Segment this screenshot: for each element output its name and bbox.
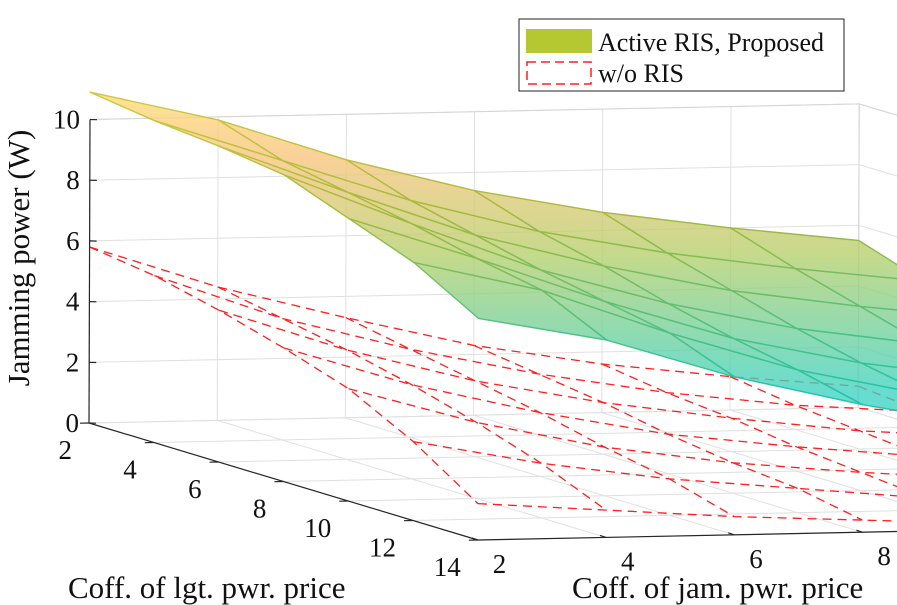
x-tick-label: 14 (434, 552, 462, 582)
wo-ris-mesh (89, 246, 897, 522)
wo-ris-mesh-line (348, 388, 897, 475)
wall-gridline (89, 164, 860, 181)
y-tick-label: 6 (749, 544, 763, 574)
floor-gridline (412, 510, 897, 521)
wall-gridline (88, 406, 859, 424)
wo-ris-mesh-line (473, 344, 863, 521)
axes: 024681024681012142468101214 (53, 105, 897, 582)
wall-gridline (216, 116, 219, 421)
z-axis-line (88, 119, 91, 424)
wall-gridline (859, 103, 897, 116)
floor-gridline (601, 412, 897, 502)
wo-ris-mesh-line (601, 363, 897, 488)
surface-cell (89, 91, 284, 162)
y-tick-label: 2 (493, 549, 507, 579)
z-tick-label: 2 (66, 347, 80, 377)
z-tick-label: 4 (66, 287, 80, 317)
legend-swatch-wo-ris (526, 61, 592, 85)
x-tick-label: 6 (188, 474, 202, 504)
legend: Active RIS, Proposed w/o RIS (518, 18, 845, 92)
z-tick-label: 10 (53, 105, 80, 135)
y-tick (856, 529, 863, 533)
y-tick-label: 4 (621, 546, 635, 576)
wo-ris-mesh-line (217, 286, 607, 511)
floor-gridline (217, 419, 607, 538)
x-tick-label: 8 (253, 494, 267, 524)
wo-ris-mesh-line (477, 502, 897, 522)
box-edge (89, 103, 860, 120)
x-tick-label: 4 (123, 455, 137, 485)
wall-gridline (858, 406, 897, 420)
y-axis-line (477, 530, 897, 541)
floor-gridline (345, 417, 735, 536)
z-tick-label: 8 (66, 165, 80, 195)
wo-ris-mesh-line (345, 317, 735, 518)
x-tick-label: 12 (369, 533, 396, 563)
x-axis-label: Coff. of lgt. pwr. price (68, 570, 346, 605)
z-tick-label: 6 (66, 226, 80, 256)
legend-label-proposed: Active RIS, Proposed (598, 28, 824, 57)
floor-gridline (858, 406, 897, 420)
legend-label-wo-ris: w/o RIS (598, 59, 684, 88)
z-tick-label: 0 (66, 408, 80, 438)
wo-ris-mesh-line (154, 274, 897, 412)
box-edge (859, 103, 897, 116)
wo-ris-mesh-line (89, 246, 479, 505)
floor-gridline (348, 489, 897, 502)
floor-gridline (218, 447, 897, 463)
z-axis-label: Jamming power (W) (1, 130, 36, 387)
y-tick (599, 534, 607, 538)
active-ris-surface (89, 91, 897, 412)
y-tick (471, 537, 478, 541)
y-tick-label: 8 (877, 541, 891, 571)
floor-gridline (729, 409, 897, 461)
y-tick (728, 532, 735, 536)
legend-swatch-proposed (526, 29, 592, 53)
y-axis-label: Coff. of jam. pwr. price (572, 570, 863, 605)
surface-cell (413, 261, 608, 341)
x-tick-label: 10 (304, 513, 331, 543)
x-tick-label: 2 (59, 435, 73, 465)
